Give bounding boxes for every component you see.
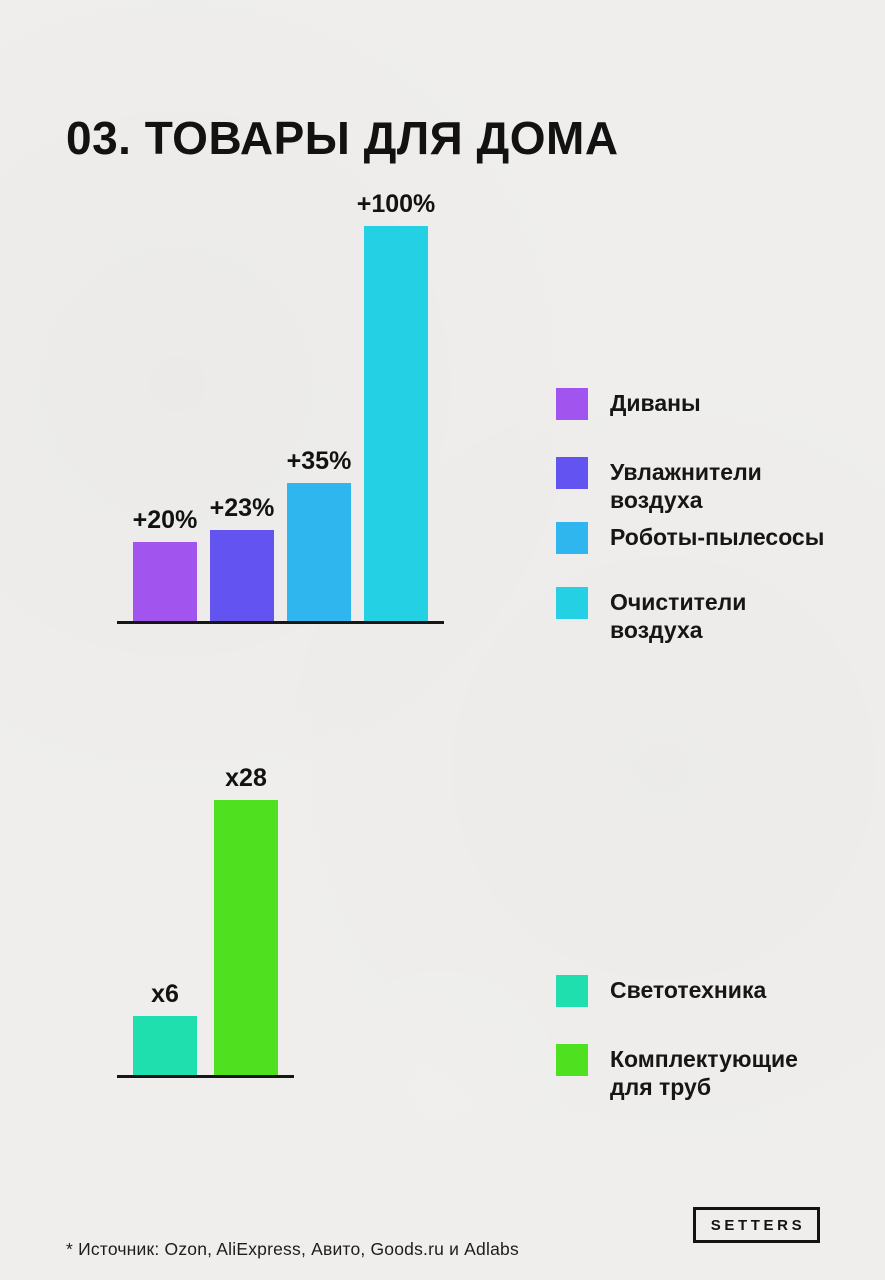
home-goods-growth-chart: +20% +23% +35% +100% bbox=[117, 190, 444, 624]
legend-swatch bbox=[556, 975, 588, 1007]
bar-2: x28 bbox=[214, 764, 278, 1075]
legend-label: Очистители воздуха bbox=[610, 589, 747, 644]
legend-label: Светотехника bbox=[610, 977, 767, 1003]
bars-group: +20% +23% +35% +100% bbox=[117, 190, 444, 621]
bar-value-label: x6 bbox=[151, 980, 179, 1008]
legend-swatch bbox=[556, 587, 588, 619]
bar-2: +23% bbox=[210, 494, 274, 621]
legend-label: Увлажнители воздуха bbox=[610, 459, 762, 514]
legend-item: Диваны bbox=[556, 388, 701, 420]
page-title: 03. ТОВАРЫ ДЛЯ ДОМА bbox=[66, 111, 619, 164]
bar-3: +35% bbox=[287, 447, 351, 621]
bars-group: x6 x28 bbox=[117, 764, 294, 1075]
bar-value-label: +35% bbox=[286, 447, 352, 475]
legend-label: Роботы-пылесосы bbox=[610, 524, 825, 550]
home-goods-growth-legend: Диваны Увлажнители воздуха Роботы-пылесосы… bbox=[556, 388, 856, 643]
bar-value-label: x28 bbox=[225, 764, 267, 792]
legend-item: Очистители воздуха bbox=[556, 587, 746, 644]
legend-label: Диваны bbox=[610, 390, 701, 416]
bar-1: +20% bbox=[133, 506, 197, 621]
legend-swatch bbox=[556, 1044, 588, 1076]
legend-swatch bbox=[556, 388, 588, 420]
legend-swatch bbox=[556, 522, 588, 554]
setters-logo-text: SETTERS bbox=[710, 1216, 806, 1234]
legend-label: Комплектующие для труб bbox=[610, 1046, 798, 1101]
source-note: * Источник: Ozon, AliExpress, Авито, Goo… bbox=[66, 1238, 519, 1259]
bar-value-label: +100% bbox=[356, 190, 436, 218]
legend-item: Увлажнители воздуха bbox=[556, 457, 762, 514]
legend-swatch bbox=[556, 457, 588, 489]
legend-item: Светотехника bbox=[556, 975, 766, 1007]
bar-1: x6 bbox=[133, 980, 197, 1075]
bar-value-label: +20% bbox=[132, 506, 198, 534]
bar-value-label: +23% bbox=[209, 494, 275, 522]
legend-item: Роботы-пылесосы bbox=[556, 522, 824, 554]
multiplier-growth-legend: Светотехника Комплектующие для труб bbox=[556, 975, 856, 1105]
setters-logo: SETTERS bbox=[693, 1207, 820, 1243]
legend-item: Комплектующие для труб bbox=[556, 1044, 798, 1101]
bar-4: +100% bbox=[357, 190, 435, 621]
multiplier-growth-chart: x6 x28 bbox=[117, 764, 294, 1078]
